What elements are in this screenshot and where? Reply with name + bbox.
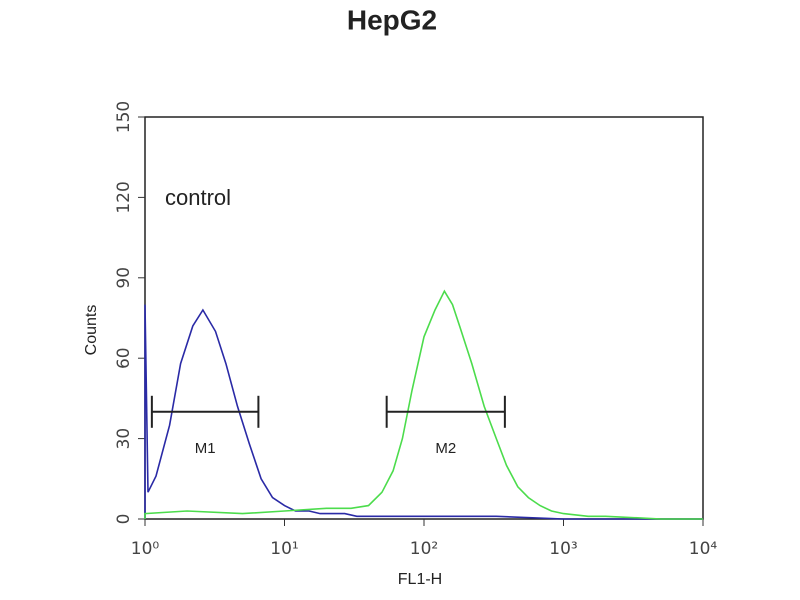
chart-title: HepG2 <box>347 4 437 35</box>
y-tick-label: 120 <box>114 181 134 213</box>
annotation: control <box>165 185 231 210</box>
y-tick-label: 60 <box>114 347 134 369</box>
x-tick-label: 10² <box>410 539 438 559</box>
marker-label: M2 <box>435 440 456 457</box>
x-tick-label: 10³ <box>549 539 577 559</box>
histogram-line <box>144 289 703 520</box>
y-tick-label: 90 <box>114 267 134 289</box>
x-tick-label: 10⁴ <box>689 539 718 559</box>
x-tick-label: 10⁰ <box>131 539 160 559</box>
y-tick-label: 0 <box>114 514 134 525</box>
marker-label: M1 <box>195 440 216 457</box>
y-tick-label: 150 <box>114 101 134 133</box>
y-tick-label: 30 <box>114 428 134 450</box>
x-axis-label: FL1-H <box>398 571 442 588</box>
y-axis-label: Counts <box>83 305 100 356</box>
histogram-line <box>144 304 703 520</box>
x-tick-label: 10¹ <box>270 539 298 559</box>
plot-frame <box>144 116 704 520</box>
